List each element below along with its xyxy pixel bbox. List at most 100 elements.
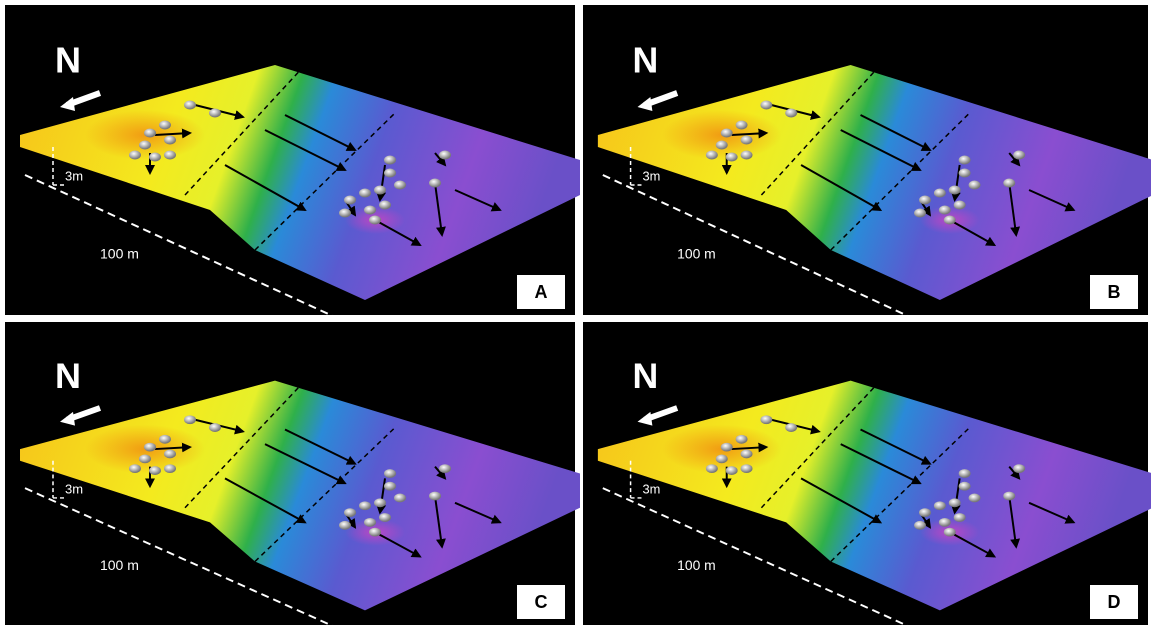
- animal-marker: [164, 450, 176, 459]
- animal-marker: [954, 513, 966, 522]
- panel: N 3m 100 m D: [583, 322, 1151, 627]
- animal-marker: [439, 151, 451, 160]
- panel-label: A: [535, 282, 548, 302]
- animal-marker: [374, 186, 386, 195]
- animal-marker: [721, 443, 733, 452]
- animal-marker: [949, 186, 961, 195]
- animal-marker: [939, 206, 951, 215]
- animal-marker: [969, 181, 981, 190]
- animal-marker: [706, 464, 718, 473]
- animal-marker: [1003, 179, 1015, 188]
- animal-marker: [741, 136, 753, 145]
- animal-marker: [716, 141, 728, 150]
- animal-marker: [736, 121, 748, 130]
- animal-marker: [1003, 492, 1015, 501]
- animal-marker: [164, 136, 176, 145]
- panel-label: D: [1108, 592, 1121, 612]
- animal-marker: [184, 415, 196, 424]
- animal-marker: [364, 206, 376, 215]
- height-label: 3m: [65, 482, 83, 497]
- animal-marker: [785, 109, 797, 118]
- animal-marker: [209, 109, 221, 118]
- panel: N3m100 mB: [583, 5, 1151, 317]
- animal-marker: [144, 129, 156, 138]
- animal-marker: [379, 201, 391, 210]
- animal-marker: [954, 201, 966, 210]
- animal-marker: [959, 169, 971, 178]
- animal-marker: [394, 181, 406, 190]
- panel-label: B: [1108, 282, 1121, 302]
- animal-marker: [159, 435, 171, 444]
- animal-marker: [209, 423, 221, 432]
- animal-marker: [344, 196, 356, 205]
- animal-marker: [716, 454, 728, 463]
- animal-marker: [149, 466, 161, 475]
- animal-marker: [359, 501, 371, 510]
- animal-marker: [344, 508, 356, 517]
- animal-marker: [939, 518, 951, 527]
- height-label: 3m: [65, 168, 83, 183]
- animal-marker: [919, 508, 931, 517]
- animal-marker: [1013, 151, 1025, 160]
- animal-marker: [741, 151, 753, 160]
- panel-label: C: [535, 592, 548, 612]
- north-label: N: [55, 40, 81, 81]
- animal-marker: [706, 151, 718, 160]
- animal-marker: [1013, 464, 1025, 473]
- animal-marker: [369, 216, 381, 225]
- animal-marker: [139, 141, 151, 150]
- animal-marker: [164, 151, 176, 160]
- animal-marker: [944, 216, 956, 225]
- north-label: N: [633, 356, 659, 396]
- animal-marker: [949, 498, 961, 507]
- animal-marker: [359, 189, 371, 198]
- animal-marker: [959, 482, 971, 491]
- animal-marker: [184, 101, 196, 110]
- animal-marker: [339, 521, 351, 530]
- panel: N 3m 100 m A: [5, 5, 580, 317]
- animal-marker: [364, 518, 376, 527]
- animal-marker: [760, 101, 772, 110]
- animal-marker: [164, 464, 176, 473]
- animal-marker: [726, 466, 738, 475]
- figure: N3m100 mAN3m100 mBN3m100 mCN3m100 mD: [0, 0, 1151, 629]
- animal-marker: [959, 156, 971, 165]
- animal-marker: [339, 209, 351, 218]
- animal-marker: [129, 151, 141, 160]
- animal-marker: [736, 435, 748, 444]
- height-label: 3m: [642, 168, 660, 183]
- animal-marker: [934, 501, 946, 510]
- animal-marker: [944, 528, 956, 537]
- distance-label: 100 m: [677, 246, 716, 262]
- animal-marker: [384, 469, 396, 478]
- animal-marker: [129, 464, 141, 473]
- height-label: 3m: [642, 482, 660, 497]
- animal-marker: [429, 179, 441, 188]
- animal-marker: [374, 498, 386, 507]
- distance-label: 100 m: [677, 558, 716, 573]
- animal-marker: [785, 423, 797, 432]
- animal-marker: [969, 494, 981, 503]
- north-label: N: [55, 356, 81, 396]
- animal-marker: [369, 528, 381, 537]
- animal-marker: [429, 492, 441, 501]
- animal-marker: [379, 513, 391, 522]
- animal-marker: [914, 521, 926, 530]
- animal-marker: [934, 189, 946, 198]
- animal-marker: [726, 153, 738, 162]
- animal-marker: [914, 209, 926, 218]
- animal-marker: [959, 469, 971, 478]
- animal-marker: [760, 415, 772, 424]
- animal-marker: [721, 129, 733, 138]
- animal-marker: [741, 464, 753, 473]
- animal-marker: [384, 169, 396, 178]
- animal-marker: [394, 494, 406, 503]
- panel: N 3m 100 m C: [5, 322, 580, 627]
- animal-marker: [741, 450, 753, 459]
- animal-marker: [144, 443, 156, 452]
- animal-marker: [159, 121, 171, 130]
- animal-marker: [384, 156, 396, 165]
- distance-label: 100 m: [100, 246, 139, 262]
- distance-label: 100 m: [100, 557, 139, 573]
- animal-marker: [439, 464, 451, 473]
